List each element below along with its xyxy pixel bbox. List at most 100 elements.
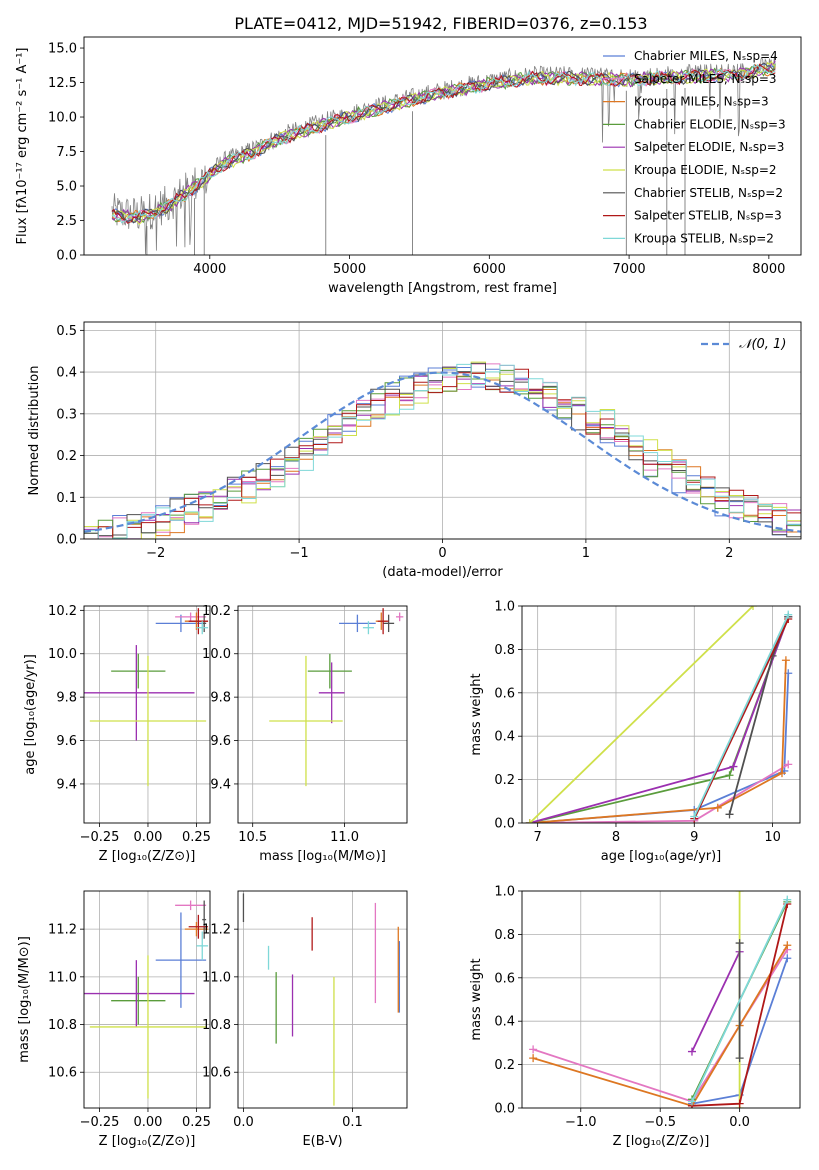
x-tick-label: 0.00 bbox=[133, 830, 162, 845]
figure-title: PLATE=0412, MJD=51942, FIBERID=0376, z=0… bbox=[234, 14, 647, 33]
x-axis-label: (data-model)/error bbox=[382, 565, 503, 580]
chart-residuals: −2 −1 0 1 2 0.0 0.1 0.2 0.3 0.4 0.5 (data-model)/er… bbox=[27, 321, 802, 580]
model-spectrum-line bbox=[111, 60, 776, 225]
x-tick-label: −0.25 bbox=[80, 830, 120, 845]
chart-age_vs_Z: −0.25 0.00 0.25 9.4 9.6 9.8 10.0 10.2 Z [log₁₀(Z… bbox=[23, 604, 211, 864]
y-tick-label: 1.0 bbox=[494, 885, 515, 900]
weight-marker bbox=[783, 941, 792, 950]
normal-curve bbox=[84, 371, 801, 533]
y-tick-label: 9.6 bbox=[210, 734, 231, 749]
chart-weight_vs_age: 7 8 9 10 0.0 0.2 0.4 0.6 0.8 1.0 age [log₁₀(age/yr… bbox=[469, 600, 801, 864]
weight-line bbox=[529, 616, 790, 823]
x-axis-label: Z [log₁₀(Z/Z⊙)] bbox=[99, 849, 196, 864]
x-tick-label: 7 bbox=[534, 830, 542, 845]
weight-line bbox=[532, 944, 789, 1107]
axes-frame bbox=[237, 890, 408, 1109]
y-tick-label: 11.0 bbox=[202, 970, 231, 985]
y-tick-label: 9.6 bbox=[56, 734, 77, 749]
legend-label: Salpeter ELODIE, Nₛsp=3 bbox=[634, 140, 784, 154]
y-axis-label: Normed distribution bbox=[27, 366, 42, 496]
x-tick-label: 7000 bbox=[613, 262, 646, 277]
y-axis-label: mass [log₁₀(M/M⊙)] bbox=[17, 936, 32, 1063]
weight-line bbox=[691, 951, 741, 1052]
y-tick-label: 10.0 bbox=[202, 647, 231, 662]
x-tick-label: −0.25 bbox=[80, 1115, 120, 1130]
legend-label: Kroupa ELODIE, Nₛsp=2 bbox=[634, 163, 777, 177]
x-axis-label: age [log₁₀(age/yr)] bbox=[601, 849, 722, 864]
weight-marker bbox=[529, 1054, 538, 1063]
weight-marker bbox=[725, 810, 734, 819]
x-tick-label: 0 bbox=[438, 546, 446, 561]
x-tick-label: 8000 bbox=[752, 262, 785, 277]
weight-line bbox=[529, 673, 790, 823]
weight-marker bbox=[735, 891, 744, 895]
chart-mass_vs_Z: −0.25 0.00 0.25 10.6 10.8 11.0 11.2 Z [log₁₀(Z/… bbox=[17, 890, 211, 1149]
plot-area bbox=[525, 606, 793, 823]
chart-spectrum: 4000 5000 6000 7000 8000 0.0 2.5 5.0 7.5 10.0 12.5… bbox=[15, 36, 802, 296]
weight-marker bbox=[687, 1047, 696, 1056]
weight-marker bbox=[687, 1097, 696, 1106]
weight-marker bbox=[735, 939, 744, 948]
x-tick-label: 0.0 bbox=[729, 1115, 750, 1130]
plot-area bbox=[84, 900, 209, 1099]
plot-area bbox=[84, 361, 801, 539]
y-tick-label: 7.5 bbox=[56, 145, 77, 160]
weight-marker bbox=[529, 1045, 538, 1054]
y-axis-label: age [log₁₀(age/yr)] bbox=[23, 654, 38, 775]
weight-marker bbox=[749, 606, 758, 610]
histogram-step bbox=[84, 368, 801, 539]
weight-line bbox=[693, 614, 790, 817]
weight-marker bbox=[725, 771, 734, 780]
y-axis-label: Flux [fλ10⁻¹⁷ erg cm⁻² s⁻¹ A⁻¹] bbox=[15, 48, 30, 245]
y-tick-label: 10.0 bbox=[48, 111, 77, 126]
weight-marker bbox=[783, 954, 792, 963]
plot-area bbox=[111, 55, 776, 255]
x-axis-label: Z [log₁₀(Z/Z⊙)] bbox=[99, 1134, 196, 1149]
y-tick-label: 5.0 bbox=[56, 180, 77, 195]
y-tick-label: 0.2 bbox=[56, 449, 77, 464]
weight-marker bbox=[777, 769, 786, 778]
y-tick-label: 0.0 bbox=[494, 817, 515, 832]
y-tick-label: 0.1 bbox=[56, 491, 77, 506]
y-tick-label: 0.8 bbox=[494, 928, 515, 943]
legend-label: Chabrier STELIB, Nₛsp=2 bbox=[634, 186, 783, 200]
weight-marker bbox=[781, 656, 790, 665]
x-tick-label: 5000 bbox=[333, 262, 366, 277]
y-tick-label: 11.2 bbox=[48, 923, 77, 938]
x-tick-label: 9 bbox=[690, 830, 698, 845]
weight-marker bbox=[784, 610, 793, 619]
weight-line bbox=[529, 660, 787, 823]
plot-area bbox=[529, 891, 792, 1108]
x-tick-label: 10.5 bbox=[238, 830, 267, 845]
x-tick-label: −2 bbox=[146, 546, 165, 561]
x-axis-label: mass [log₁₀(M/M⊙)] bbox=[259, 849, 386, 864]
y-tick-label: 9.8 bbox=[210, 691, 231, 706]
y-tick-label: 0.5 bbox=[56, 324, 77, 339]
y-tick-label: 2.5 bbox=[56, 214, 77, 229]
y-tick-label: 0.6 bbox=[494, 686, 515, 701]
y-tick-label: 0.2 bbox=[494, 1058, 515, 1073]
legend: Chabrier MILES, Nₛsp=4 Salpeter MILES, Nₛ… bbox=[603, 49, 786, 245]
y-tick-label: 9.4 bbox=[210, 777, 231, 792]
axes-frame bbox=[521, 890, 801, 1109]
y-tick-label: 0.0 bbox=[56, 533, 77, 548]
weight-line bbox=[691, 899, 789, 1102]
y-tick-label: 0.4 bbox=[494, 1015, 515, 1030]
weight-marker bbox=[735, 1099, 744, 1108]
x-tick-label: 8 bbox=[612, 830, 620, 845]
weight-marker bbox=[690, 812, 699, 821]
y-tick-label: 10.6 bbox=[48, 1066, 77, 1081]
legend-label: Salpeter STELIB, Nₛsp=3 bbox=[634, 209, 782, 223]
weight-marker bbox=[729, 762, 738, 771]
y-tick-label: 10.8 bbox=[202, 1018, 231, 1033]
axes-frame bbox=[83, 36, 802, 256]
weight-marker bbox=[735, 1054, 744, 1063]
chart-age_vs_mass: 10.5 11.0 9.4 9.6 9.8 10.0 10.2 mass [log₁₀(M/M… bbox=[202, 604, 408, 864]
legend-label: Kroupa STELIB, Nₛsp=2 bbox=[634, 231, 774, 245]
x-tick-label: 1 bbox=[582, 546, 590, 561]
x-tick-label: 6000 bbox=[473, 262, 506, 277]
y-tick-label: 0.0 bbox=[494, 1102, 515, 1117]
model-spectrum-line bbox=[111, 60, 776, 224]
x-axis-label: wavelength [Angstrom, rest frame] bbox=[328, 281, 557, 296]
histogram-step bbox=[84, 363, 801, 539]
